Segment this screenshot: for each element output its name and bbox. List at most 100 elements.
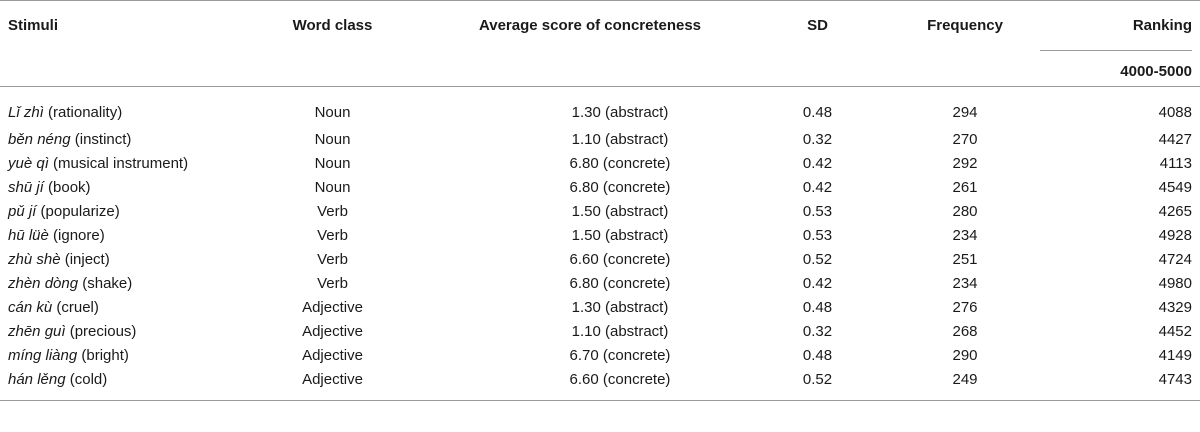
cell-avg-concreteness: 6.60 (concrete) — [569, 250, 671, 268]
table-row: zhù shè (inject) Verb 6.60 (concrete) 0.52 2… — [0, 247, 1200, 271]
stimulus-gloss: (rationality) — [43, 103, 123, 121]
cell-frequency: 280 — [952, 202, 978, 220]
cell-frequency: 234 — [952, 226, 978, 244]
cell-stimulus: hū lüè (ignore) — [0, 223, 230, 247]
cell-frequency: 261 — [952, 178, 978, 196]
cell-ranking: 4149 — [1158, 346, 1192, 364]
cell-word-class: Noun — [314, 178, 351, 196]
cell-frequency: 249 — [890, 367, 1040, 401]
cell-avg-concreteness: 1.30 (abstract) — [571, 103, 669, 121]
cell-ranking: 4980 — [1158, 274, 1192, 292]
table-row: míng liàng (bright) Adjective 6.70 (concre… — [0, 343, 1200, 367]
table-row: zhèn dòng (shake) Verb 6.80 (concrete) 0.42… — [0, 271, 1200, 295]
stimulus-pinyin: hán lěng — [8, 371, 66, 388]
cell-avg-concreteness: 6.80 (concrete) — [569, 154, 671, 172]
stimulus-pinyin: pǔ jí — [8, 202, 37, 220]
cell-stimulus: hán lěng (cold) — [0, 367, 230, 401]
header-ranking-range: 4000-5000 — [1040, 49, 1192, 80]
stimulus-gloss: (instinct) — [70, 130, 132, 148]
subheader-ranking-cell: 4000-5000 — [1040, 46, 1200, 87]
stimulus-gloss: (popularize) — [36, 202, 120, 220]
cell-ranking: 4928 — [1158, 226, 1192, 244]
cell-frequency: 234 — [952, 274, 978, 292]
cell-sd: 0.52 — [802, 250, 833, 268]
cell-stimulus: zhèn dòng (shake) — [0, 271, 230, 295]
cell-sd: 0.48 — [802, 103, 833, 121]
header-sd: SD — [745, 0, 890, 47]
stimulus-pinyin: hū lüè — [8, 226, 49, 244]
cell-sd: 0.52 — [745, 367, 890, 401]
cell-word-class: Verb — [317, 274, 348, 292]
stimulus-pinyin: cán kù — [8, 298, 53, 316]
cell-sd: 0.42 — [802, 178, 833, 196]
stimulus-gloss: (cruel) — [52, 298, 99, 316]
cell-frequency: 270 — [952, 130, 978, 148]
table-row: yuè qì (musical instrument) Noun 6.80 (con… — [0, 151, 1200, 175]
stimulus-gloss: (shake) — [78, 274, 133, 292]
stimulus-gloss: (cold) — [65, 371, 108, 388]
cell-word-class: Noun — [314, 154, 351, 172]
table-row: shū jí (book) Noun 6.80 (concrete) 0.42 261 4… — [0, 175, 1200, 199]
cell-word-class: Adjective — [302, 346, 363, 364]
cell-word-class: Adjective — [302, 298, 363, 316]
subheader-empty-1 — [0, 46, 230, 87]
cell-stimulus: míng liàng (bright) — [0, 343, 230, 367]
header-ranking: Ranking — [1040, 0, 1200, 47]
cell-word-class: Verb — [317, 250, 348, 268]
table-row: pǔ jí (popularize) Verb 1.50 (abstract) 0.5… — [0, 199, 1200, 223]
cell-sd: 0.48 — [802, 298, 833, 316]
cell-stimulus: Lǐ zhì (rationality) — [0, 87, 230, 128]
stimuli-table: Stimuli Word class Average score of conc… — [0, 0, 1200, 401]
cell-sd: 0.42 — [802, 154, 833, 172]
cell-word-class: Adjective — [230, 367, 435, 401]
cell-avg-concreteness: 1.10 (abstract) — [571, 322, 669, 340]
stimulus-pinyin: zhèn dòng — [8, 274, 79, 292]
table-row: běn néng (instinct) Noun 1.10 (abstract) 0.… — [0, 127, 1200, 151]
cell-ranking: 4724 — [1158, 250, 1192, 268]
cell-ranking: 4113 — [1159, 154, 1192, 172]
cell-sd: 0.53 — [802, 202, 833, 220]
cell-word-class: Noun — [314, 130, 351, 148]
header-stimuli: Stimuli — [0, 0, 230, 47]
cell-avg-concreteness: 1.30 (abstract) — [571, 298, 669, 316]
cell-sd: 0.32 — [802, 130, 833, 148]
cell-ranking: 4265 — [1158, 202, 1192, 220]
cell-stimulus: běn néng (instinct) — [0, 127, 230, 151]
stimulus-gloss: (inject) — [60, 250, 110, 268]
table-row: zhēn guì (precious) Adjective 1.10 (abstra… — [0, 319, 1200, 343]
cell-avg-concreteness: 1.50 (abstract) — [571, 202, 669, 220]
cell-avg-concreteness: 6.60 (concrete) — [435, 367, 745, 401]
cell-frequency: 268 — [952, 322, 978, 340]
cell-stimulus: yuè qì (musical instrument) — [0, 151, 230, 175]
cell-ranking: 4549 — [1158, 178, 1192, 196]
stimulus-gloss: (bright) — [77, 346, 129, 364]
table-row: hán lěng (cold) Adjective 6.60 (concrete) 0… — [0, 367, 1200, 401]
cell-ranking: 4329 — [1158, 298, 1192, 316]
cell-ranking: 4743 — [1040, 367, 1200, 401]
table-header: Stimuli Word class Average score of conc… — [0, 0, 1200, 87]
cell-frequency: 290 — [952, 346, 978, 364]
cell-avg-concreteness: 1.10 (abstract) — [571, 130, 669, 148]
subheader-empty-4 — [745, 46, 890, 87]
subheader-row: 4000-5000 — [0, 46, 1200, 87]
cell-stimulus: zhù shè (inject) — [0, 247, 230, 271]
cell-stimulus: cán kù (cruel) — [0, 295, 230, 319]
cell-frequency: 292 — [952, 154, 978, 172]
stimulus-pinyin: Lǐ zhì — [8, 103, 44, 121]
header-frequency: Frequency — [890, 0, 1040, 47]
cell-word-class: Adjective — [302, 322, 363, 340]
cell-ranking: 4452 — [1158, 322, 1192, 340]
cell-frequency: 251 — [952, 250, 978, 268]
header-avg-concreteness: Average score of concreteness — [435, 0, 745, 47]
cell-stimulus: shū jí (book) — [0, 175, 230, 199]
subheader-empty-2 — [230, 46, 435, 87]
cell-stimulus: pǔ jí (popularize) — [0, 199, 230, 223]
cell-word-class: Verb — [317, 202, 348, 220]
cell-avg-concreteness: 6.80 (concrete) — [569, 178, 671, 196]
stimulus-pinyin: zhēn guì — [8, 322, 66, 340]
cell-stimulus: zhēn guì (precious) — [0, 319, 230, 343]
cell-avg-concreteness: 6.80 (concrete) — [569, 274, 671, 292]
stimulus-gloss: (book) — [43, 178, 91, 196]
cell-avg-concreteness: 6.70 (concrete) — [569, 346, 671, 364]
